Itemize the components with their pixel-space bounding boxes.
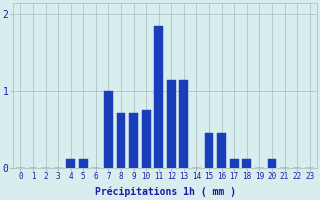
Bar xyxy=(180,80,188,168)
Bar xyxy=(205,133,213,168)
Bar xyxy=(116,113,125,168)
Bar xyxy=(66,159,75,168)
X-axis label: Précipitations 1h ( mm ): Précipitations 1h ( mm ) xyxy=(94,187,236,197)
Bar xyxy=(142,110,150,168)
Bar xyxy=(167,80,176,168)
Bar xyxy=(217,133,226,168)
Bar xyxy=(129,113,138,168)
Bar xyxy=(154,26,163,168)
Bar xyxy=(104,91,113,168)
Bar xyxy=(230,159,239,168)
Bar xyxy=(268,159,276,168)
Bar xyxy=(242,159,251,168)
Bar xyxy=(79,159,88,168)
